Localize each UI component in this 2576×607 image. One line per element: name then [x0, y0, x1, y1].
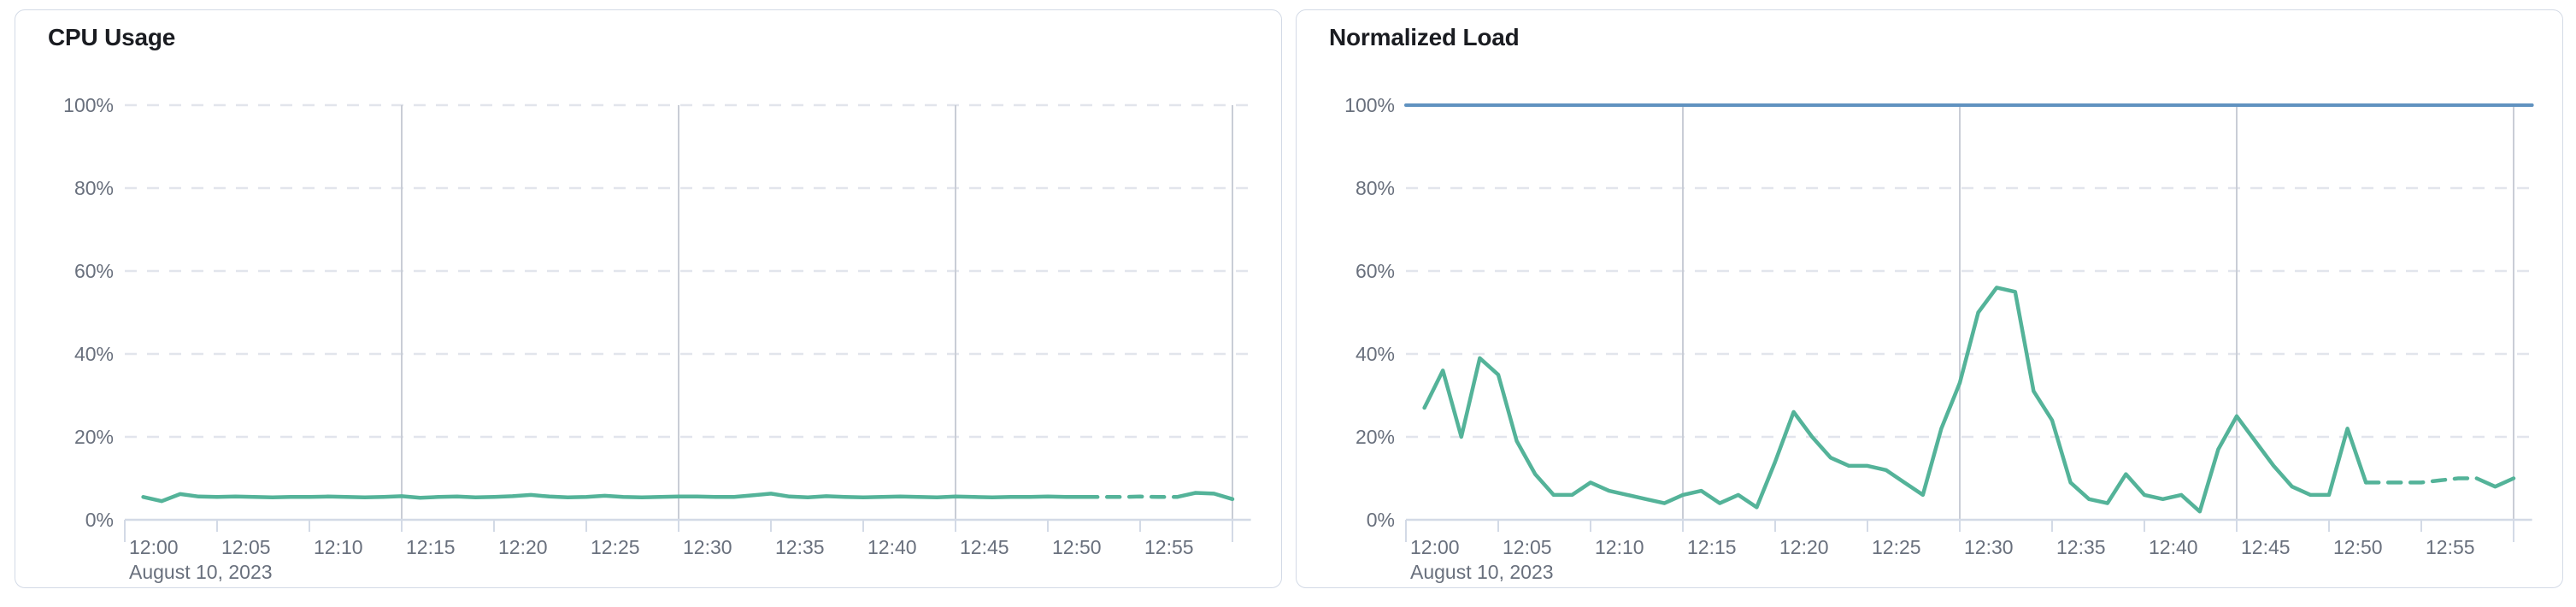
- y-tick-label: 100%: [63, 94, 114, 116]
- y-tick-label: 0%: [85, 509, 114, 531]
- x-tick-label: 12:35: [775, 536, 825, 558]
- cpu-usage-line: [1082, 494, 1179, 499]
- x-tick-label: 12:00: [1410, 536, 1460, 558]
- x-tick-label: 12:50: [2333, 536, 2383, 558]
- x-tick-label: 12:20: [1779, 536, 1829, 558]
- x-tick-label: 12:20: [498, 536, 548, 558]
- x-axis-date-label: August 10, 2023: [129, 561, 273, 583]
- cpu-usage-line: [1174, 491, 1235, 502]
- x-tick-label: 12:25: [591, 536, 640, 558]
- y-tick-label: 0%: [1367, 509, 1395, 531]
- normalized-load-chart[interactable]: 12:00 12:05 12:10 12:15 12:20 12:25 12:30 12:35…: [1310, 91, 2551, 588]
- normalized-load-panel: Normalized Load 12:00 12:05 12:10 12:15 12:2…: [1296, 9, 2563, 588]
- x-tick-label: 12:05: [1503, 536, 1552, 558]
- x-tick-label: 12:40: [2149, 536, 2198, 558]
- x-tick-label: 12:00: [129, 536, 179, 558]
- x-tick-label: 12:10: [1595, 536, 1644, 558]
- y-tick-label: 20%: [74, 426, 114, 448]
- panel-title-normalized-load: Normalized Load: [1329, 24, 1520, 50]
- cpu-usage-chart[interactable]: 12:00 12:05 12:10 12:15 12:20 12:25 12:30 12:35…: [29, 91, 1270, 588]
- y-tick-label: 60%: [1356, 260, 1395, 282]
- y-tick-label: 100%: [1344, 94, 1395, 116]
- normalized-load-line: [2474, 476, 2516, 489]
- x-tick-label: 12:30: [683, 536, 732, 558]
- x-tick-label: 12:45: [960, 536, 1009, 558]
- normalized-load-line: [2363, 476, 2479, 485]
- x-tick-label: 12:05: [221, 536, 271, 558]
- x-tick-label: 12:35: [2056, 536, 2106, 558]
- y-tick-label: 80%: [74, 177, 114, 199]
- x-tick-label: 12:40: [867, 536, 917, 558]
- y-tick-label: 20%: [1356, 426, 1395, 448]
- cpu-usage-panel: CPU Usage 12:00 12:05 12:10 12:15 12:20 12:25…: [15, 9, 1282, 588]
- normalized-load-line: [1422, 286, 2368, 514]
- x-tick-label: 12:55: [2426, 536, 2475, 558]
- x-tick-label: 12:55: [1144, 536, 1194, 558]
- x-axis-date-label: August 10, 2023: [1410, 561, 1554, 583]
- x-tick-label: 12:50: [1052, 536, 1102, 558]
- panel-title-cpu-usage: CPU Usage: [48, 24, 176, 50]
- x-tick-label: 12:30: [1964, 536, 2014, 558]
- x-tick-label: 12:10: [314, 536, 363, 558]
- x-tick-label: 12:45: [2241, 536, 2291, 558]
- cpu-usage-line: [141, 492, 1087, 504]
- y-tick-label: 60%: [74, 260, 114, 282]
- x-tick-label: 12:15: [406, 536, 456, 558]
- y-tick-label: 80%: [1356, 177, 1395, 199]
- y-tick-label: 40%: [1356, 343, 1395, 365]
- y-tick-label: 40%: [74, 343, 114, 365]
- x-tick-label: 12:25: [1872, 536, 1921, 558]
- x-tick-label: 12:15: [1687, 536, 1737, 558]
